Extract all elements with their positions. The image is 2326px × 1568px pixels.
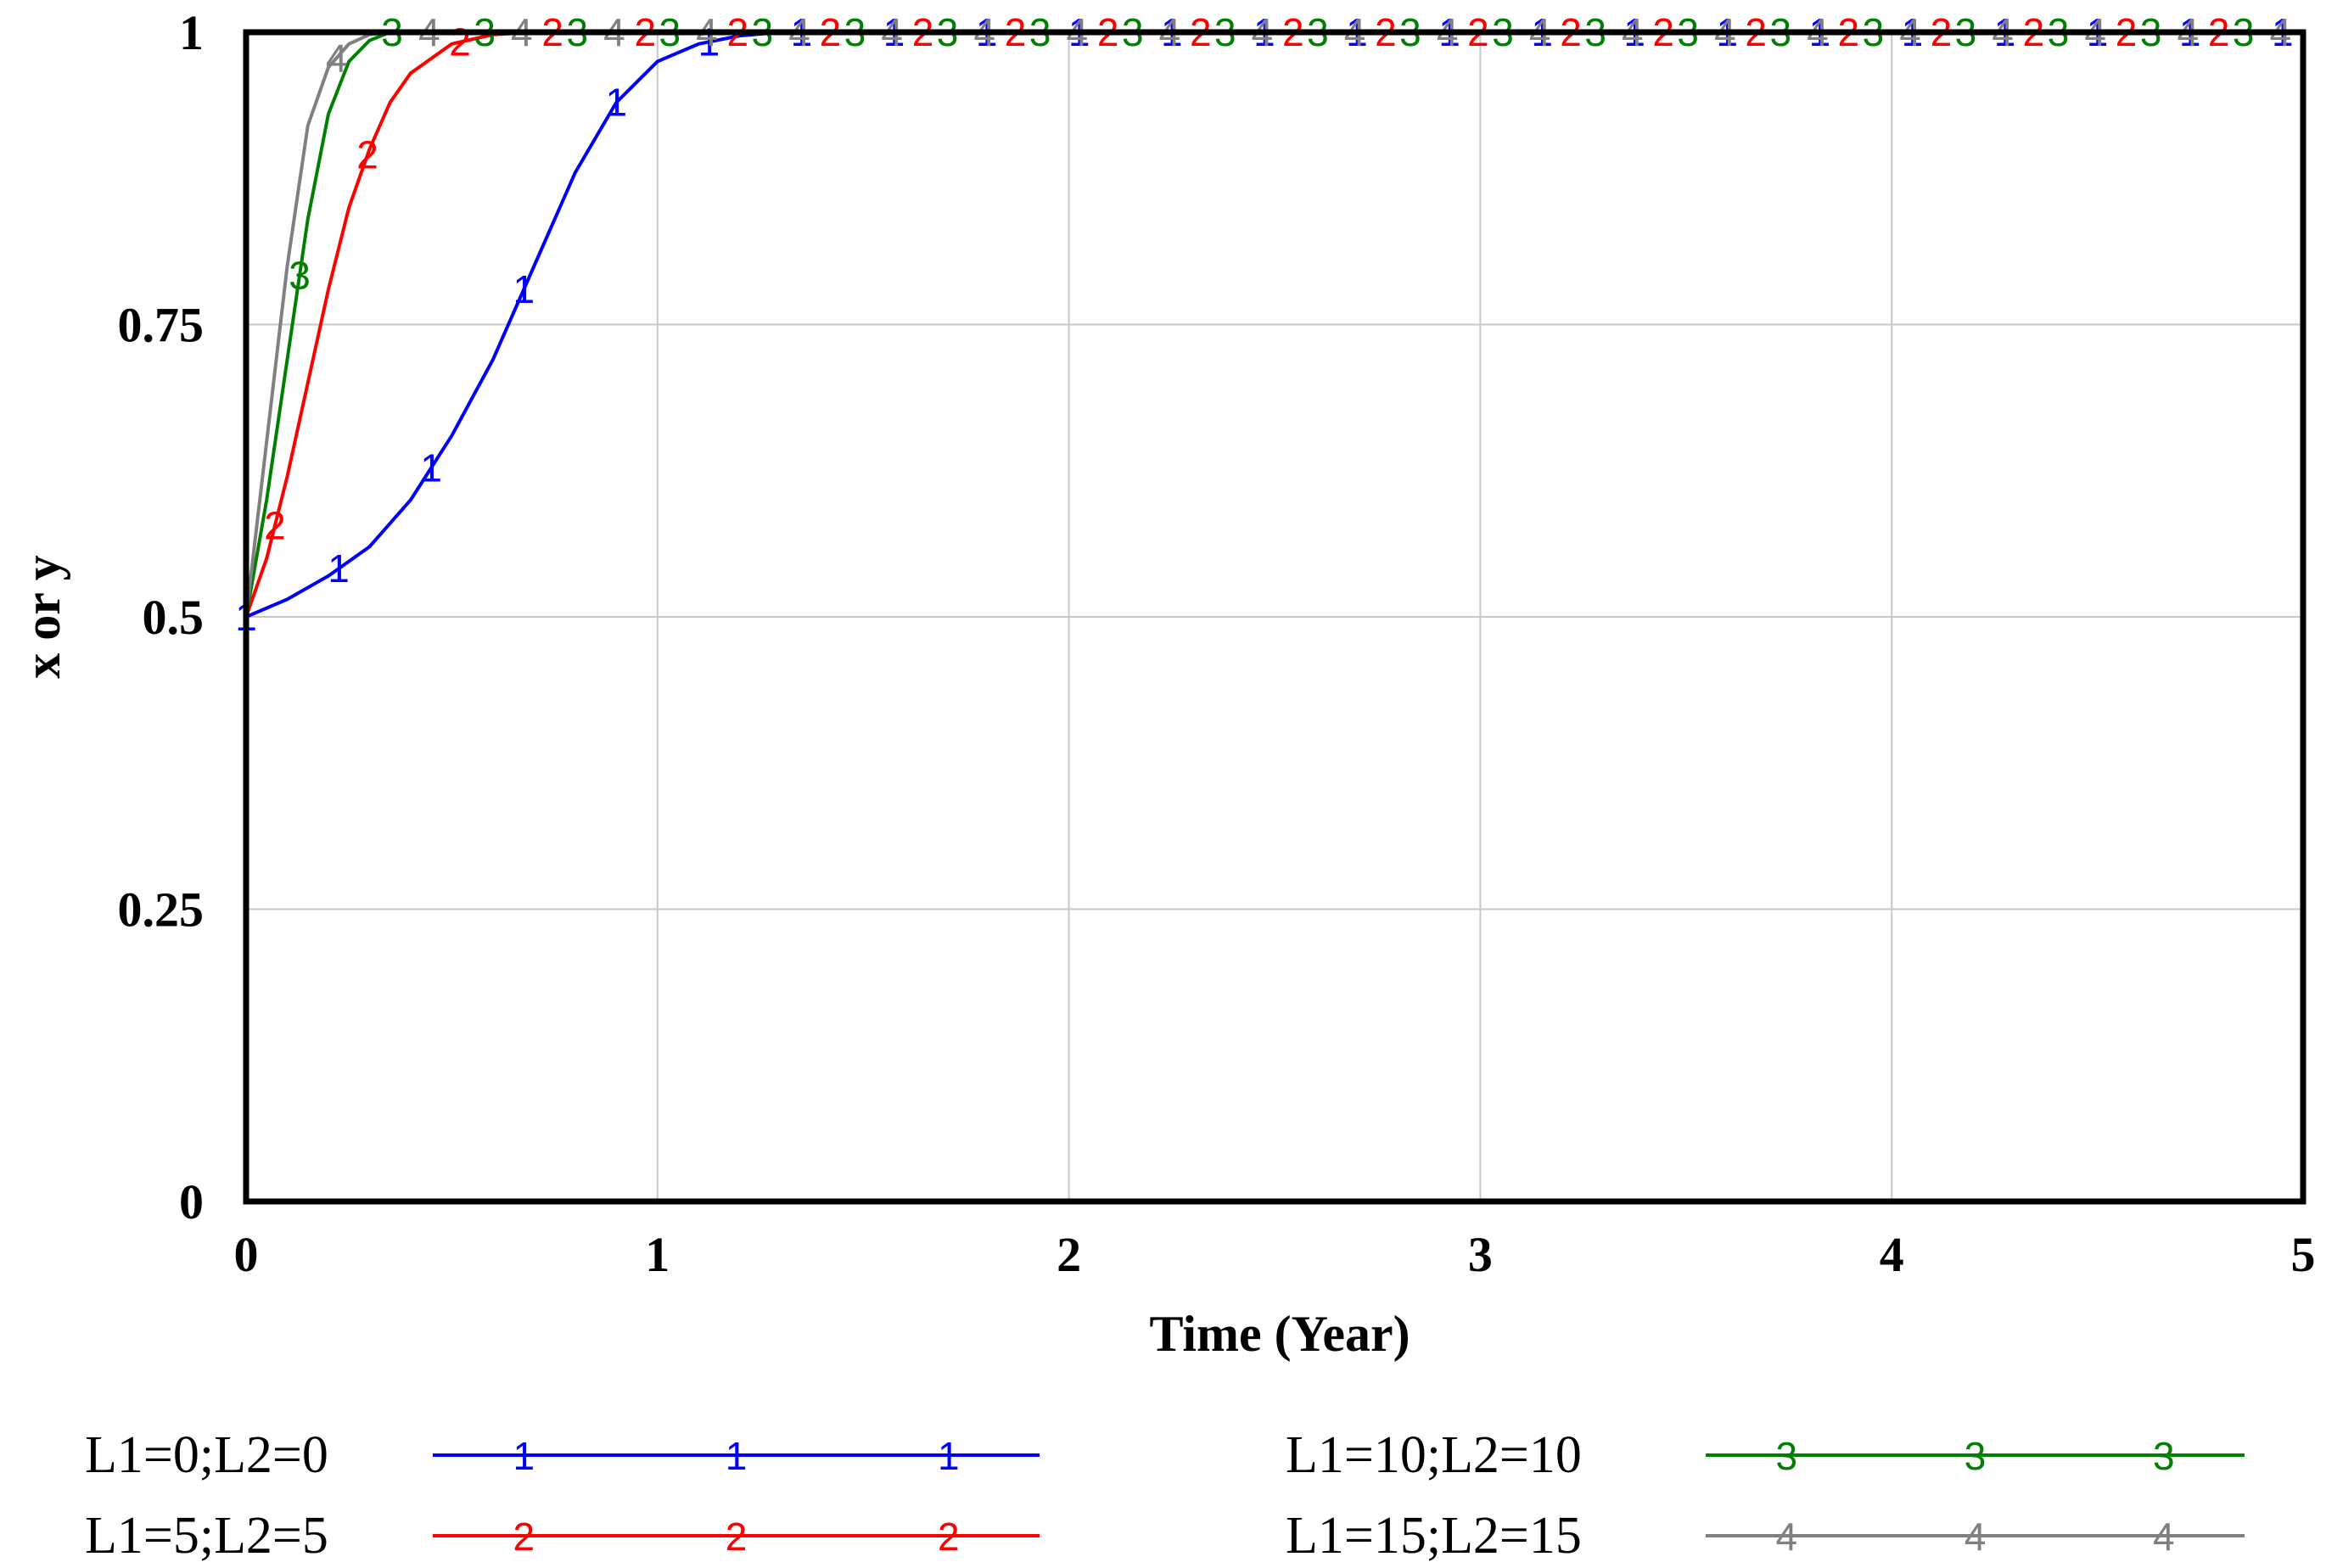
x-tick-label: 2 <box>1057 1227 1081 1282</box>
y-tick-label: 0.5 <box>143 590 205 645</box>
legend-label: L1=5;L2=5 <box>85 1507 328 1565</box>
series-marker: 4 <box>326 36 348 80</box>
series-marker: 1 <box>513 267 535 311</box>
x-tick-label: 4 <box>1880 1227 1904 1282</box>
legend-marker: 3 <box>1964 1434 1987 1478</box>
legend-label: L1=10;L2=10 <box>1286 1426 1582 1484</box>
axis-ticks: 0 1 2 3 4 500.250.50.751 <box>118 5 2316 1282</box>
legend-marker: 2 <box>726 1515 748 1559</box>
series-marker: 1 <box>328 546 350 591</box>
legend-marker: 3 <box>2153 1434 2175 1478</box>
x-tick-label: 3 <box>1468 1227 1493 1282</box>
series-marker: 1 <box>420 445 442 490</box>
legend-marker: 4 <box>1775 1515 1797 1559</box>
legend-marker: 4 <box>2153 1515 2175 1559</box>
legend-label: L1=15;L2=15 <box>1286 1507 1582 1565</box>
legend-marker: 2 <box>938 1515 960 1559</box>
legend-marker: 1 <box>726 1434 748 1478</box>
legend-marker: 1 <box>513 1434 535 1478</box>
legend-marker: 1 <box>938 1434 960 1478</box>
x-axis-title: Time (Year) <box>1149 1306 1410 1362</box>
legend-marker: 3 <box>1775 1434 1797 1478</box>
legend: L1=0;L2=0 1 1 1 L1=5;L2=5 2 2 2 L1=10;L2=10 3 3 3 L1… <box>85 1426 2245 1565</box>
legend-marker: 4 <box>1964 1515 1987 1559</box>
series-marker: 1 <box>698 20 720 64</box>
series-marker: 2 <box>356 133 378 177</box>
y-axis-title: x or y <box>14 555 70 679</box>
y-tick-label: 0.75 <box>118 298 205 353</box>
series-marker: 3 <box>289 254 311 298</box>
x-tick-label: 0 <box>234 1227 259 1282</box>
series-marker: 2 <box>264 504 286 548</box>
y-tick-label: 0 <box>179 1174 204 1229</box>
x-tick-label: 1 <box>645 1227 670 1282</box>
y-tick-label: 0.25 <box>118 882 205 938</box>
series-marker: 2 <box>449 20 471 64</box>
grid-lines <box>245 31 2304 1202</box>
x-tick-label: 5 <box>2291 1227 2316 1282</box>
legend-marker: 2 <box>513 1515 535 1559</box>
y-tick-label: 1 <box>179 5 204 60</box>
legend-label: L1=0;L2=0 <box>85 1426 328 1484</box>
series-marker: 1 <box>606 81 628 125</box>
plot-frame <box>243 29 2306 1205</box>
